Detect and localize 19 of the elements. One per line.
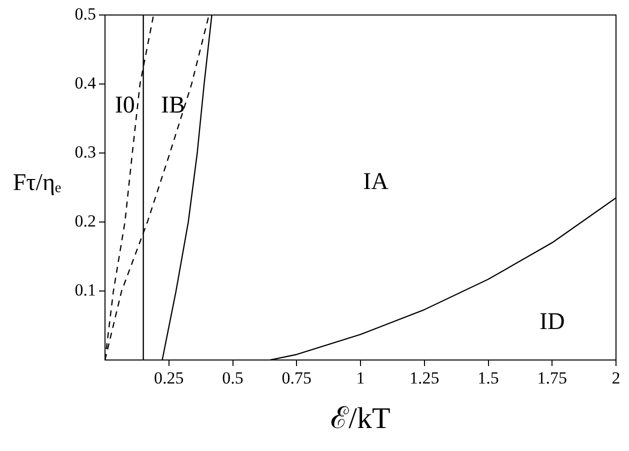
x-tick-label: 2 bbox=[612, 368, 620, 388]
x-tick-label: 1.25 bbox=[410, 368, 440, 388]
annotation: ID bbox=[539, 309, 565, 336]
y-tick-label: 0.5 bbox=[74, 4, 96, 24]
x-tick-label: 1.75 bbox=[537, 368, 567, 388]
x-tick-label: 1.5 bbox=[478, 368, 499, 388]
x-axis-title: ℰ/kT bbox=[330, 401, 392, 437]
annotation: IA bbox=[363, 168, 390, 195]
y-axis-title: Fτ/ηₑ bbox=[12, 170, 62, 197]
x-tick-label: 0.5 bbox=[222, 368, 244, 388]
y-tick-label: 0.1 bbox=[74, 280, 96, 300]
x-tick-label: 1 bbox=[356, 368, 365, 388]
x-tick-label: 0.75 bbox=[282, 368, 312, 388]
annotation: I0 bbox=[114, 92, 135, 118]
y-tick-label: 0.3 bbox=[74, 142, 96, 162]
x-tick-label: 0.25 bbox=[154, 368, 184, 388]
annotation: IB bbox=[160, 92, 185, 118]
y-tick-label: 0.4 bbox=[74, 73, 96, 92]
y-tick-label: 0.2 bbox=[74, 211, 96, 230]
